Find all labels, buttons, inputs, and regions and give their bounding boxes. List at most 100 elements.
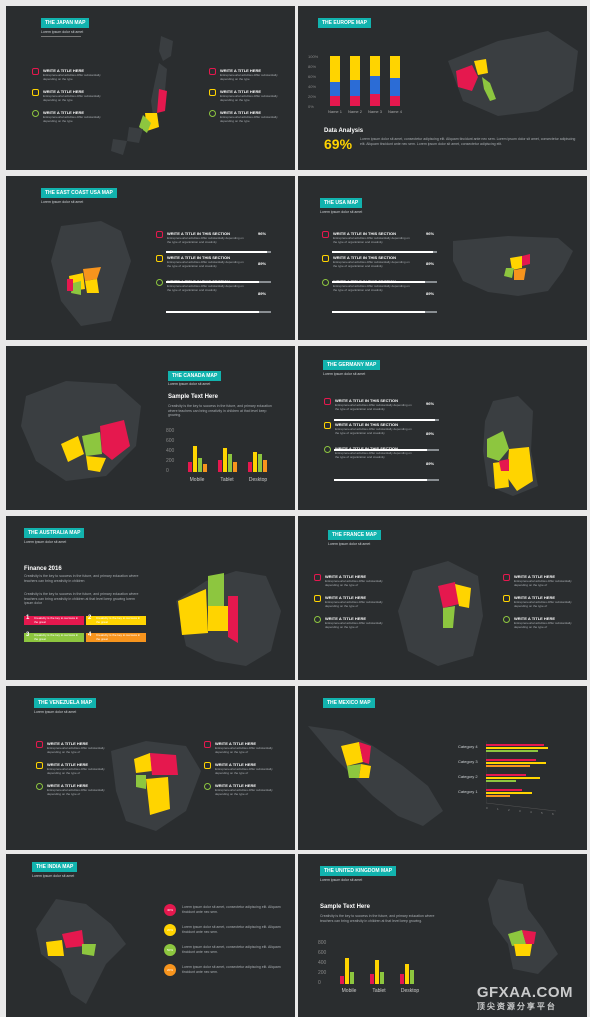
stat-text: Lorem ipsum dolor sit amet, consectetur … <box>182 905 281 914</box>
y-tick: 100% <box>308 54 319 59</box>
document-icon <box>322 255 329 262</box>
bar <box>350 972 354 984</box>
bar <box>370 56 380 76</box>
stat-circle: 50% <box>164 944 176 956</box>
slide-title: THE GERMANY MAP <box>323 360 381 370</box>
slide-japan[interactable]: THE JAPAN MAP Lorem ipsum dolor sit amet… <box>6 6 295 170</box>
list-item: WRITE A TITLE HERE Entrepreneurial activi… <box>36 741 111 754</box>
slide-title: THE VENEZUELA MAP <box>34 698 96 708</box>
list-item: WRITE A TITLE HERE Entrepreneurial activi… <box>209 68 289 81</box>
x-tick: 6 <box>552 812 554 816</box>
x-tick: 2 <box>508 808 510 812</box>
slide-europe[interactable]: THE EUROPE MAP 100% 80% 60% 40% 20% 0% N… <box>298 6 587 170</box>
y-tick: 40% <box>308 84 316 89</box>
slide-subtitle: Lorem ipsum dolor sit amet <box>34 710 77 714</box>
x-tick: Tablet <box>372 988 386 994</box>
east-coast-usa-map <box>51 221 131 326</box>
slide-title: THE EUROPE MAP <box>318 18 372 28</box>
percentage: 89% <box>426 461 435 466</box>
bar <box>248 462 252 472</box>
body-text: Creativity is the key to success in the … <box>168 404 272 417</box>
list-item: WRITE A TITLE HERE Entrepreneurial activi… <box>204 762 284 775</box>
stat-circle: 40% <box>164 904 176 916</box>
section-heading: Finance 2016 <box>24 566 62 572</box>
australia-map <box>176 571 281 666</box>
slide-united-kingdom[interactable]: THE UNITED KINGDOM MAP Lorem ipsum dolor… <box>298 854 587 1017</box>
bar <box>350 96 360 106</box>
y-tick: 400 <box>166 448 175 454</box>
bar <box>375 960 379 984</box>
finance-box: 4 Creativity is the key to success in the… <box>86 632 146 642</box>
france-map <box>398 561 483 666</box>
clock-icon <box>209 110 216 117</box>
list-item: WRITE A TITLE HERE Entrepreneurial activi… <box>36 783 111 796</box>
y-tick: 400 <box>318 960 327 966</box>
slide-title: THE JAPAN MAP <box>41 18 90 28</box>
bar <box>486 747 548 749</box>
chart-icon <box>503 574 510 581</box>
bar <box>486 792 532 794</box>
clock-icon <box>324 446 331 453</box>
list-item: WRITE A TITLE HERE Entrepreneurial activi… <box>503 616 578 629</box>
percentage: 89% <box>426 291 435 296</box>
chart-icon <box>209 68 216 75</box>
bar <box>380 972 384 984</box>
list-item: WRITE A TITLE HERE Entrepreneurial activi… <box>314 574 384 587</box>
bar <box>390 96 400 106</box>
bar <box>370 974 374 984</box>
body-text: Creativity is the key to success in the … <box>24 592 139 605</box>
slide-subtitle: Lorem ipsum dolor sit amet <box>323 372 366 376</box>
list-item: WRITE A TITLE HERE Entrepreneurial activi… <box>32 89 112 102</box>
stat-circle: 20% <box>164 964 176 976</box>
slide-venezuela[interactable]: THE VENEZUELA MAP Lorem ipsum dolor sit … <box>6 686 295 850</box>
x-tick: 3 <box>519 809 521 813</box>
bar <box>486 744 544 746</box>
bar <box>486 789 522 791</box>
germany-map <box>483 396 538 496</box>
slide-mexico[interactable]: THE MEXICO MAP Category 4 Category 3 Cat… <box>298 686 587 850</box>
bar <box>330 96 340 106</box>
bar <box>330 82 340 96</box>
bar <box>228 454 232 472</box>
slide-france[interactable]: THE FRANCE MAP Lorem ipsum dolor sit ame… <box>298 516 587 680</box>
bar <box>258 454 262 472</box>
slide-east-coast-usa[interactable]: THE EAST COAST USA MAP Lorem ipsum dolor… <box>6 176 295 340</box>
bar <box>370 76 380 94</box>
slide-germany[interactable]: THE GERMANY MAP Lorem ipsum dolor sit am… <box>298 346 587 510</box>
list-item: WRITE A TITLE HERE Entrepreneurial activi… <box>503 595 578 608</box>
progress-bar <box>166 311 271 313</box>
watermark-logo: GFXAA.COM 顶尖资源分享平台 <box>476 984 573 1011</box>
x-tick: Mobile <box>190 477 205 483</box>
x-tick: Mobile <box>342 988 357 994</box>
progress-bar <box>166 281 271 283</box>
category-label: Category 2 <box>458 774 478 779</box>
finance-box: 1 Creativity is the key to success in the… <box>24 615 84 625</box>
document-icon <box>324 422 331 429</box>
list-item: WRITE A TITLE HERE Entrepreneurial activi… <box>204 741 284 754</box>
clock-icon <box>36 783 43 790</box>
clock-icon <box>503 616 510 623</box>
slide-title: THE FRANCE MAP <box>328 530 381 540</box>
percentage: 89% <box>258 291 267 296</box>
chart-icon <box>36 741 43 748</box>
y-tick: 600 <box>318 950 327 956</box>
left-list: WRITE A TITLE HERE Entrepreneurial activi… <box>32 68 112 131</box>
mexico-map <box>308 726 443 826</box>
slide-title: THE INDIA MAP <box>32 862 78 872</box>
bar <box>486 777 540 779</box>
slide-usa[interactable]: THE USA MAP Lorem ipsum dolor sit amet W… <box>298 176 587 340</box>
bar <box>405 964 409 984</box>
india-map <box>36 899 126 1004</box>
progress-bar <box>332 281 437 283</box>
slide-india[interactable]: THE INDIA MAP Lorem ipsum dolor sit amet… <box>6 854 295 1017</box>
document-icon <box>156 255 163 262</box>
bar <box>486 762 546 764</box>
slide-title: THE AUSTRALIA MAP <box>24 528 85 538</box>
slide-australia[interactable]: THE AUSTRALIA MAP Lorem ipsum dolor sit … <box>6 516 295 680</box>
slide-canada[interactable]: THE CANADA MAP Lorem ipsum dolor sit ame… <box>6 346 295 510</box>
